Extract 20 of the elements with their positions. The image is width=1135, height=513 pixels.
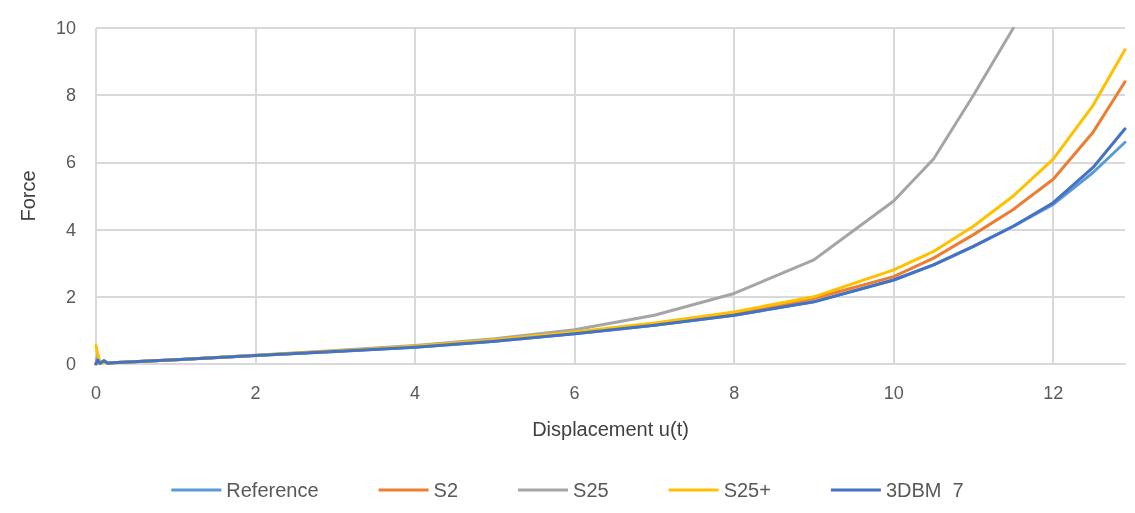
x-tick-label: 4: [410, 383, 421, 403]
legend-label: S2: [433, 479, 459, 501]
x-axis-title: Displacement u(t): [532, 418, 689, 440]
x-tick-label: 6: [569, 383, 580, 403]
legend-label: 3DBM 7: [885, 479, 964, 501]
y-tick-label: 6: [65, 152, 76, 173]
legend-label: Reference: [226, 479, 319, 501]
x-tick-label: 12: [1043, 383, 1064, 403]
x-tick-label: 10: [883, 383, 904, 403]
y-tick-label: 8: [65, 85, 76, 106]
x-tick-label: 8: [729, 383, 740, 403]
x-tick-label: 0: [90, 383, 102, 403]
y-tick-label: 10: [55, 18, 76, 38]
y-tick-label: 2: [65, 286, 76, 307]
y-axis-title: Force: [17, 170, 39, 222]
y-tick-label: 0: [65, 354, 76, 374]
legend-label: S25: [573, 479, 609, 501]
x-tick-label: 2: [250, 383, 261, 403]
legend-label: S25+: [723, 479, 771, 501]
y-tick-label: 4: [65, 219, 76, 240]
